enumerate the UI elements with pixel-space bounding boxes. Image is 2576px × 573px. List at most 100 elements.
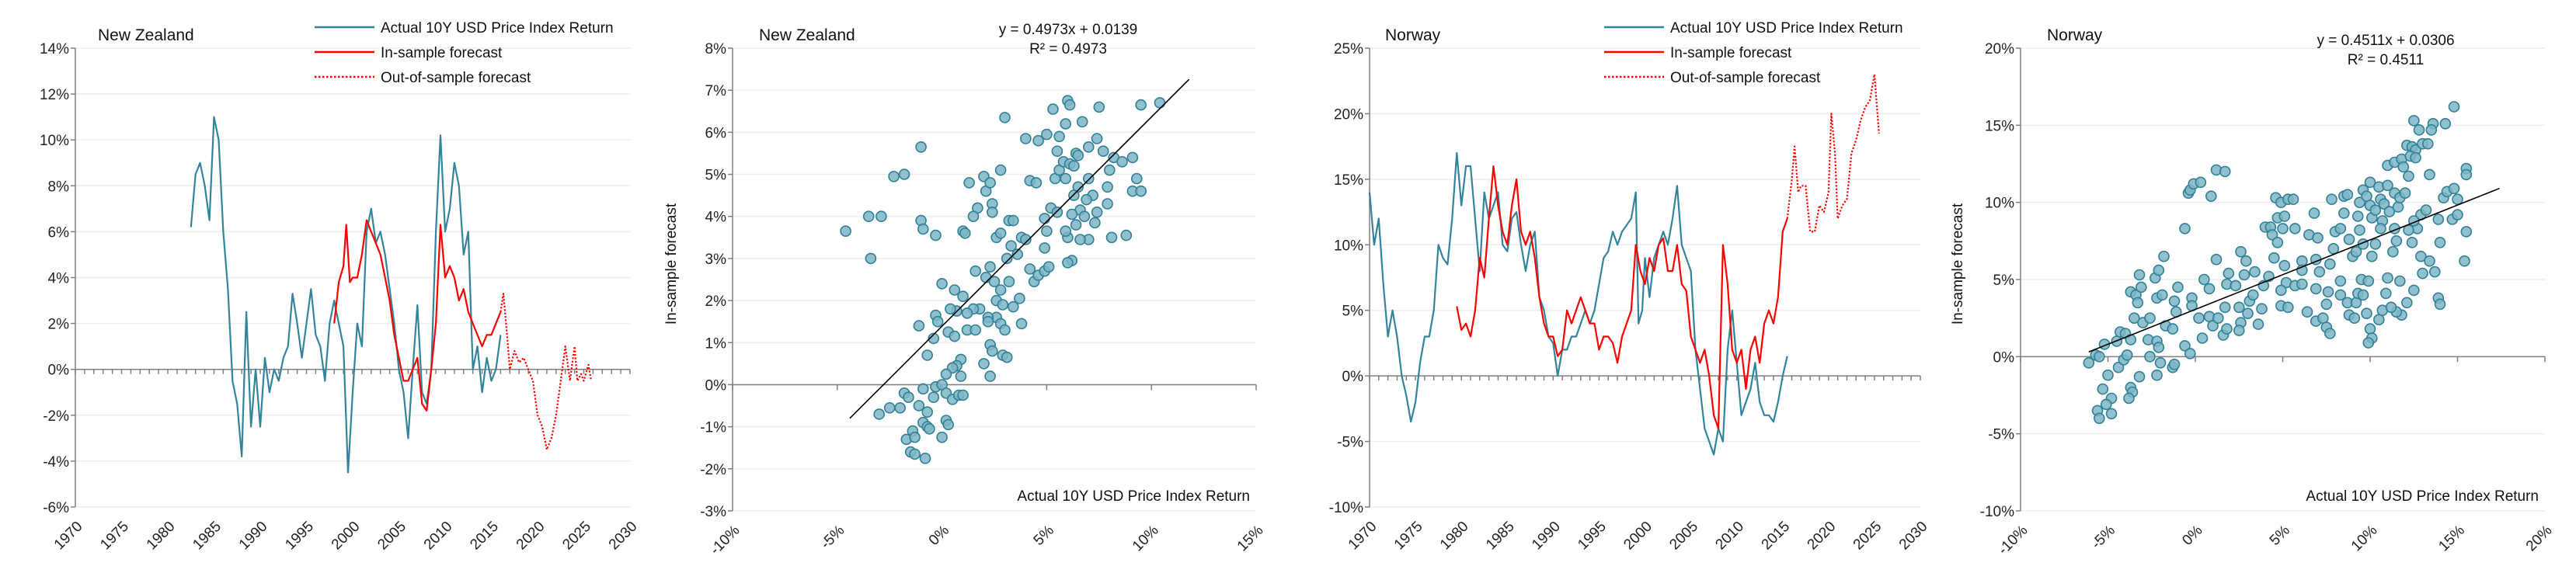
legend-label: In-sample forecast (381, 45, 503, 61)
scatter-point (2153, 264, 2165, 276)
scatter-point (1024, 263, 1036, 275)
scatter-point (2133, 269, 2146, 281)
scatter-point (2212, 312, 2224, 325)
scatter-point (903, 391, 914, 404)
scatter-point (1074, 234, 1086, 245)
scatter-point (1047, 103, 1059, 115)
y-axis-label: In-sample forecast (1950, 203, 1966, 325)
scatter-point (898, 168, 910, 180)
scatter-point (994, 284, 1007, 296)
x-tick-label: 2005 (374, 519, 409, 554)
y-tick-label: 4% (705, 210, 727, 226)
scatter-point (2407, 115, 2420, 127)
chart-2-scatter: -3% -2% -1% 0% 1% 2% 3% 4% 5% 6% 7% 8% -10% -5% 0% 5% 10… (663, 22, 1267, 558)
y-tick-label: -5% (1988, 427, 2014, 443)
x-tick-label: 10% (1130, 523, 1162, 555)
scatter-point (2369, 238, 2382, 250)
chart-title: New Zealand (759, 26, 855, 44)
x-tick-label: -5% (818, 523, 848, 553)
scatter-point (949, 284, 961, 296)
scatter-point (2407, 284, 2420, 297)
y-tick-label: -10% (1329, 500, 1363, 516)
scatter-point (2421, 137, 2434, 150)
x-tick-label: 1970 (51, 519, 86, 554)
y-tick-label: 5% (1342, 304, 1364, 320)
scatter-point (1014, 293, 1025, 304)
scatter-point (1060, 118, 1072, 130)
scatter-point (1078, 210, 1091, 223)
r-squared: R² = 0.4973 (1029, 41, 1107, 57)
scatter-point (2193, 312, 2205, 325)
series-line-in-sample-forecast (333, 219, 502, 412)
scatter-point (2278, 259, 2291, 272)
scatter-point (1154, 97, 1166, 109)
x-tick-label: 2015 (1759, 519, 1794, 554)
x-tick-label: 2000 (329, 519, 364, 554)
x-tick-label: 2010 (421, 519, 456, 554)
y-tick-label: 2% (705, 293, 727, 310)
scatter-point (961, 307, 973, 319)
chart-title: New Zealand (98, 26, 194, 44)
scatter-point (2296, 255, 2308, 267)
scatter-point (1082, 172, 1095, 185)
y-tick-label: -10% (1980, 504, 2014, 520)
x-tick-label: 2025 (559, 519, 594, 554)
scatter-point (984, 370, 996, 382)
scatter-point (2434, 298, 2446, 311)
x-tick-label: 20% (2523, 523, 2556, 555)
scatter-point (1003, 276, 1015, 288)
scatter-point (2403, 170, 2414, 182)
scatter-point (2219, 165, 2231, 178)
scatter-point (986, 206, 998, 218)
legend-label: Actual 10Y USD Price Index Return (381, 20, 614, 36)
x-tick-label: 1980 (1437, 519, 1472, 554)
scatter-point (2410, 151, 2421, 164)
scatter-point (2324, 258, 2336, 270)
scatter-point (840, 225, 851, 238)
x-tick-label: 1975 (97, 519, 132, 554)
y-tick-label: 14% (40, 41, 69, 57)
scatter-point (2296, 278, 2308, 290)
y-tick-label: 8% (48, 179, 70, 195)
x-axis-label: Actual 10Y USD Price Index Return (2306, 488, 2539, 505)
scatter-point (2320, 298, 2333, 311)
scatter-point (1072, 149, 1084, 161)
x-tick-label: 15% (2435, 523, 2468, 555)
scatter-point (2326, 193, 2338, 206)
scatter-point (1041, 225, 1053, 238)
scatter-point (909, 448, 921, 460)
scatter-point (2144, 312, 2156, 325)
scatter-point (2207, 320, 2219, 332)
scatter-point (1082, 141, 1095, 153)
scatter-point (2230, 280, 2242, 292)
scatter-point (1089, 217, 1101, 229)
chart-3-line: -10% -5% 0% 5% 10% 15% 20% 25% 1970 1975 1980 1985 1… (1329, 20, 1931, 553)
scatter-point (945, 303, 956, 315)
scatter-point (949, 330, 961, 342)
scatter-point (2282, 301, 2294, 314)
scatter-point (2133, 370, 2146, 383)
scatter-point (2338, 207, 2350, 219)
scatter-point (2439, 118, 2452, 130)
scatter-point (2350, 245, 2362, 258)
x-tick-label: 1985 (1483, 519, 1518, 554)
scatter-point (2102, 369, 2114, 381)
y-tick-label: 15% (1985, 118, 2014, 134)
scatter-point (2354, 224, 2365, 236)
scatter-point (999, 112, 1011, 123)
scatter-point (2432, 214, 2445, 225)
scatter-point (1091, 206, 1103, 218)
scatter-point (1076, 116, 1088, 128)
scatter-point (936, 278, 948, 290)
x-tick-label: 15% (1234, 523, 1267, 555)
x-tick-label: 2030 (1896, 519, 1931, 554)
scatter-point (1102, 198, 1113, 210)
scatter-point (1053, 130, 1065, 143)
scatter-point (2132, 297, 2144, 309)
scatter-point (967, 210, 980, 223)
scatter-point (2203, 283, 2216, 295)
scatter-point (1060, 172, 1072, 185)
scatter-point (2392, 201, 2404, 213)
scatter-point (2271, 236, 2284, 248)
y-tick-label: 20% (1334, 106, 1363, 123)
